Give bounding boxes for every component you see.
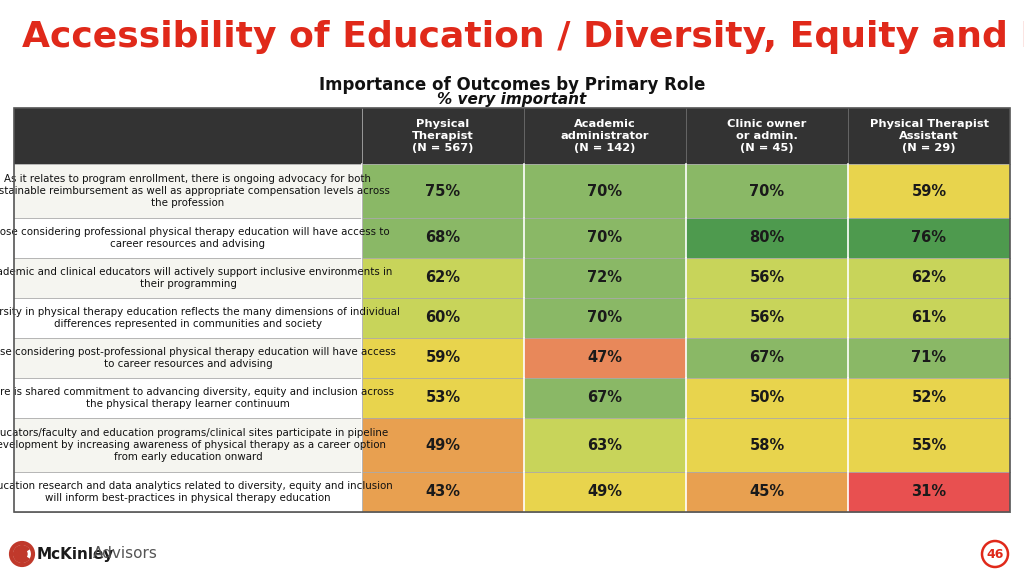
Text: 67%: 67% xyxy=(588,391,623,406)
Bar xyxy=(14,378,362,418)
Bar xyxy=(362,338,524,378)
Bar xyxy=(686,218,848,258)
Text: 62%: 62% xyxy=(426,271,461,286)
Text: 50%: 50% xyxy=(750,391,784,406)
Text: Accessibility of Education / Diversity, Equity and Inclusion: Accessibility of Education / Diversity, … xyxy=(22,20,1024,54)
Text: 45%: 45% xyxy=(750,484,784,499)
Bar xyxy=(362,472,524,512)
Text: Importance of Outcomes by Primary Role: Importance of Outcomes by Primary Role xyxy=(318,76,706,94)
Bar xyxy=(524,298,686,338)
Text: 70%: 70% xyxy=(750,184,784,199)
Text: Educators/faculty and education programs/clinical sites participate in pipeline
: Educators/faculty and education programs… xyxy=(0,429,389,461)
Bar xyxy=(848,218,1010,258)
Text: 71%: 71% xyxy=(911,351,946,366)
Text: 56%: 56% xyxy=(750,310,784,325)
Text: 70%: 70% xyxy=(588,310,623,325)
Text: Advisors: Advisors xyxy=(93,547,158,562)
Bar xyxy=(686,258,848,298)
Text: Education research and data analytics related to diversity, equity and inclusion: Education research and data analytics re… xyxy=(0,481,392,503)
Text: 58%: 58% xyxy=(750,438,784,453)
Text: 52%: 52% xyxy=(911,391,946,406)
Text: 43%: 43% xyxy=(426,484,461,499)
Text: McKinley: McKinley xyxy=(37,547,115,562)
Bar xyxy=(14,418,362,472)
Bar xyxy=(848,258,1010,298)
Bar xyxy=(524,258,686,298)
Bar xyxy=(848,338,1010,378)
Text: 31%: 31% xyxy=(911,484,946,499)
Bar xyxy=(362,258,524,298)
Bar xyxy=(524,164,686,218)
Text: Physical Therapist
Assistant
(N = 29): Physical Therapist Assistant (N = 29) xyxy=(869,119,988,153)
Text: Those considering post-professional physical therapy education will have access
: Those considering post-professional phys… xyxy=(0,347,395,369)
Text: Academic and clinical educators will actively support inclusive environments in
: Academic and clinical educators will act… xyxy=(0,267,392,289)
Bar xyxy=(524,378,686,418)
Text: 47%: 47% xyxy=(588,351,623,366)
Bar xyxy=(848,298,1010,338)
Bar xyxy=(14,164,362,218)
Text: 55%: 55% xyxy=(911,438,946,453)
Text: % very important: % very important xyxy=(437,92,587,107)
Text: 60%: 60% xyxy=(425,310,461,325)
Bar xyxy=(686,418,848,472)
Bar xyxy=(14,218,362,258)
Text: 46: 46 xyxy=(986,548,1004,560)
Text: Physical
Therapist
(N = 567): Physical Therapist (N = 567) xyxy=(412,119,474,153)
Text: 72%: 72% xyxy=(588,271,623,286)
Text: 63%: 63% xyxy=(588,438,623,453)
Text: 59%: 59% xyxy=(425,351,461,366)
Text: 67%: 67% xyxy=(750,351,784,366)
Bar xyxy=(362,418,524,472)
Bar xyxy=(686,378,848,418)
Bar xyxy=(524,472,686,512)
Bar xyxy=(362,218,524,258)
Bar xyxy=(362,378,524,418)
Text: As it relates to program enrollment, there is ongoing advocacy for both
sustaina: As it relates to program enrollment, the… xyxy=(0,175,389,207)
Text: 59%: 59% xyxy=(911,184,946,199)
Text: 76%: 76% xyxy=(911,230,946,245)
Text: 61%: 61% xyxy=(911,310,946,325)
Text: 80%: 80% xyxy=(750,230,784,245)
Text: 49%: 49% xyxy=(426,438,461,453)
Circle shape xyxy=(17,549,27,559)
Bar xyxy=(848,378,1010,418)
Bar xyxy=(14,298,362,338)
Bar xyxy=(362,298,524,338)
Text: 53%: 53% xyxy=(425,391,461,406)
Bar xyxy=(686,164,848,218)
Bar xyxy=(686,298,848,338)
Circle shape xyxy=(982,541,1008,567)
Text: 70%: 70% xyxy=(588,184,623,199)
Text: 56%: 56% xyxy=(750,271,784,286)
Bar xyxy=(524,418,686,472)
Text: 62%: 62% xyxy=(911,271,946,286)
Text: There is shared commitment to advancing diversity, equity and inclusion across
t: There is shared commitment to advancing … xyxy=(0,387,394,409)
Text: Those considering professional physical therapy education will have access to
ca: Those considering professional physical … xyxy=(0,227,389,249)
Bar xyxy=(524,338,686,378)
Bar xyxy=(686,338,848,378)
Bar xyxy=(14,258,362,298)
Bar xyxy=(14,472,362,512)
Text: Academic
administrator
(N = 142): Academic administrator (N = 142) xyxy=(561,119,649,153)
Bar xyxy=(848,472,1010,512)
Bar xyxy=(848,418,1010,472)
Text: 49%: 49% xyxy=(588,484,623,499)
Bar xyxy=(14,108,1010,164)
Text: 75%: 75% xyxy=(425,184,461,199)
Text: 70%: 70% xyxy=(588,230,623,245)
Bar xyxy=(848,164,1010,218)
Bar xyxy=(14,108,1010,512)
Bar xyxy=(14,338,362,378)
Bar xyxy=(362,164,524,218)
Text: 68%: 68% xyxy=(425,230,461,245)
Bar xyxy=(524,218,686,258)
Text: Clinic owner
or admin.
(N = 45): Clinic owner or admin. (N = 45) xyxy=(727,119,807,153)
Text: Diversity in physical therapy education reflects the many dimensions of individu: Diversity in physical therapy education … xyxy=(0,307,400,329)
Bar xyxy=(686,472,848,512)
